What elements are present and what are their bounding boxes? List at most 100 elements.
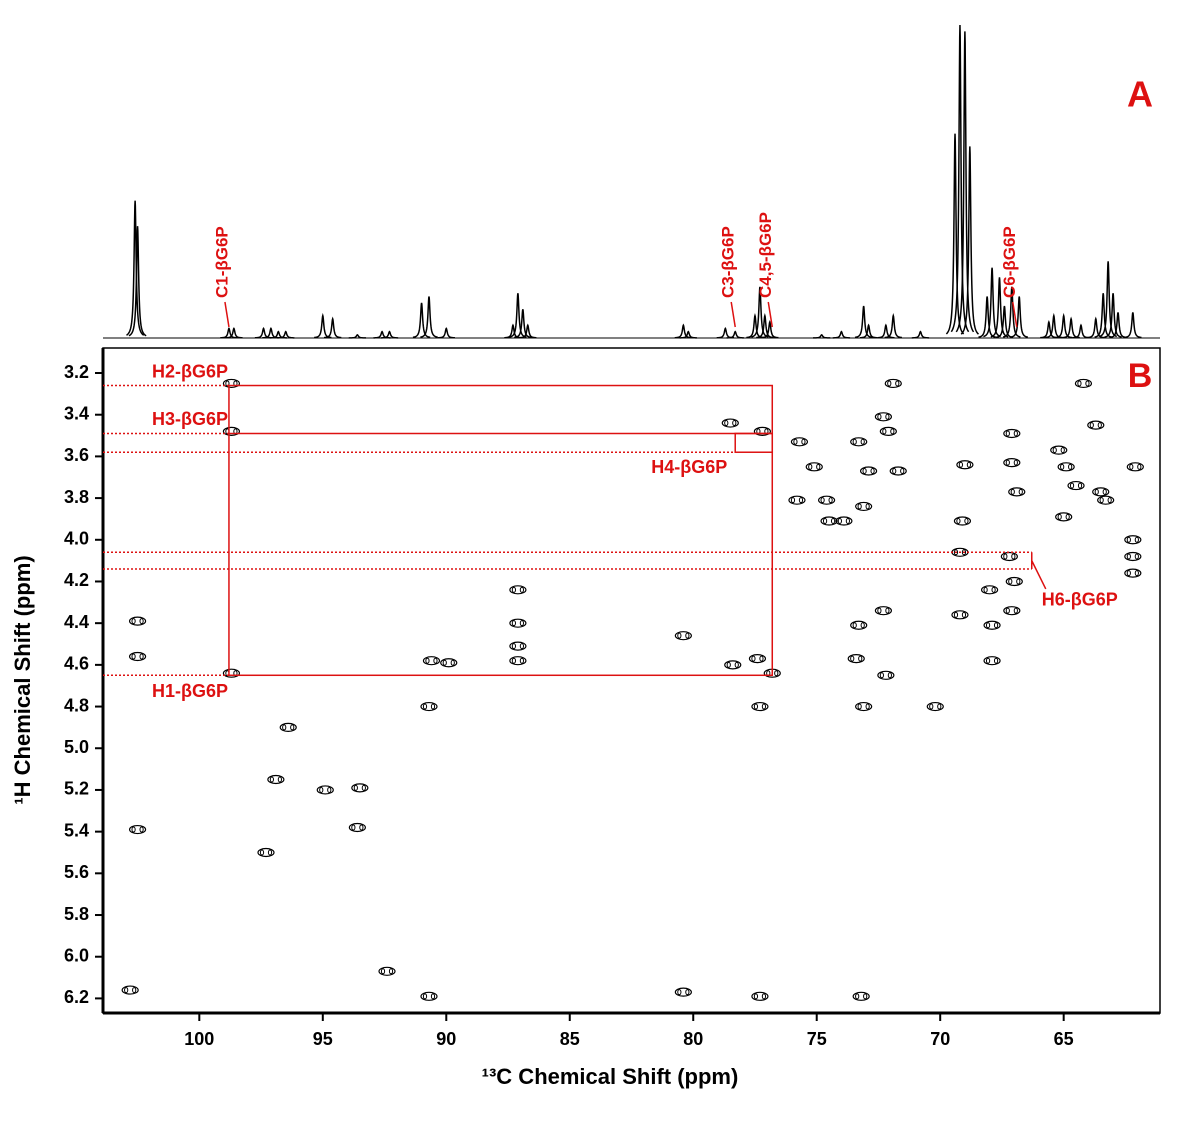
contour-inner (863, 993, 868, 1000)
contour-inner (511, 620, 516, 627)
contour-inner (1129, 463, 1134, 470)
contour-inner (993, 622, 999, 629)
contour-inner (734, 661, 739, 668)
assignment-box (734, 432, 774, 453)
contour-inner (422, 993, 428, 1000)
contour-inner (958, 461, 963, 468)
contour-inner (277, 776, 282, 783)
annotation-label: H6-βG6P (1042, 590, 1118, 610)
spectrum-peak (1099, 261, 1118, 338)
y-tick-label: 4.8 (64, 695, 89, 715)
contour-inner (519, 657, 524, 664)
spectrum-peak (726, 330, 744, 339)
contour-inner (887, 380, 892, 387)
spectrum-peak (877, 323, 895, 339)
annotation-leader (730, 301, 736, 328)
spectrum-peak (1094, 293, 1113, 338)
contour-inner (961, 611, 967, 618)
cross-peak (721, 418, 739, 428)
contour-inner (837, 518, 842, 525)
contour-inner (685, 989, 690, 996)
contour-inner (991, 586, 996, 593)
cross-peak (1050, 445, 1068, 455)
contour-inner (139, 653, 144, 660)
annotation-leader (1012, 301, 1018, 328)
cross-peak (316, 785, 334, 795)
contour-inner (885, 607, 890, 614)
contour-inner (677, 989, 682, 996)
contour-inner (430, 703, 436, 710)
contour-inner (267, 849, 273, 856)
spectrum-peak (1010, 296, 1029, 338)
contour-inner (131, 618, 136, 625)
cross-peak (859, 466, 878, 476)
spectrum-peak (859, 323, 878, 339)
contour-inner (132, 987, 137, 994)
contour-inner (1013, 430, 1018, 437)
spectrum-peak (884, 312, 902, 339)
contour-inner (966, 461, 971, 468)
contour-inner (1126, 553, 1131, 560)
spectrum-peak (761, 320, 779, 339)
contour-inner (1003, 553, 1008, 560)
contour-inner (450, 659, 455, 666)
contour-inner (892, 467, 897, 474)
contour-inner (793, 438, 798, 445)
spectrum-peak (751, 286, 769, 338)
contour-inner (290, 724, 295, 731)
cross-peak (128, 616, 147, 626)
contour-inner (852, 438, 857, 445)
x-tick-label: 100 (184, 1029, 214, 1049)
cross-peak (953, 516, 972, 526)
contour-inner (900, 467, 905, 474)
contour-inner (1060, 463, 1065, 470)
annotation-label: C1-βG6P (212, 226, 231, 298)
contour-inner (895, 380, 900, 387)
contour-inner (759, 655, 764, 662)
cross-peak (1008, 487, 1026, 497)
cross-peak (509, 656, 527, 666)
cross-peak (509, 641, 527, 651)
spectrum-peak (262, 327, 280, 339)
y-tick-label: 5.4 (64, 820, 89, 840)
contour-inner (425, 657, 430, 664)
spectrum-peak (854, 305, 873, 339)
contour-inner (1107, 497, 1112, 504)
spectrum-peak (960, 146, 979, 335)
panel-label: A (1127, 74, 1153, 115)
x-tick-label: 80 (683, 1029, 703, 1049)
contour-inner (993, 657, 999, 664)
contour-inner (850, 655, 855, 662)
y-axis-title: ¹H Chemical Shift (ppm) (10, 555, 35, 804)
cross-peak (983, 656, 1001, 666)
contour-inner (751, 655, 756, 662)
cross-peak (279, 722, 297, 733)
contour-inner (828, 497, 833, 504)
contour-inner (877, 413, 882, 420)
cross-peak (874, 412, 893, 422)
contour-inner (1013, 607, 1018, 614)
y-tick-label: 4.4 (64, 612, 89, 632)
spectrum-peak (277, 330, 295, 339)
contour-inner (870, 467, 875, 474)
contour-inner (852, 622, 857, 629)
spectrum-peak (756, 312, 774, 339)
contour-inner (388, 968, 394, 975)
contour-inner (808, 463, 813, 470)
spectrum-peak (1124, 312, 1142, 339)
contour-inner (1069, 482, 1075, 489)
y-tick-label: 3.4 (64, 403, 89, 423)
contour-inner (790, 497, 796, 504)
annotation-label: C6-βG6P (1000, 226, 1019, 298)
contour-inner (131, 653, 136, 660)
contour-inner (1134, 570, 1139, 577)
contour-inner (319, 786, 324, 793)
cross-peak (257, 847, 275, 858)
cross-peak (956, 460, 974, 470)
contour-inner (511, 657, 516, 664)
y-tick-label: 6.0 (64, 945, 89, 965)
spectrum-peak (314, 312, 332, 339)
spectrum-peak (674, 323, 693, 339)
y-tick-label: 6.2 (64, 987, 89, 1007)
contour-inner (1134, 553, 1139, 560)
